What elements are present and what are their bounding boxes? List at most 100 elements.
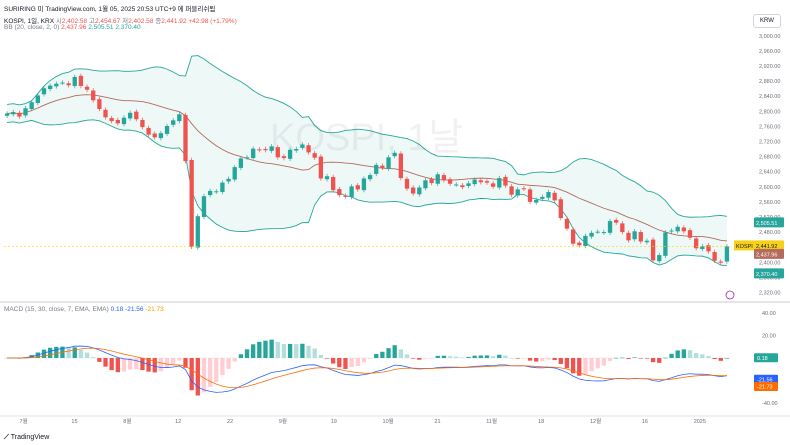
candle-body bbox=[515, 189, 520, 196]
macd-histogram-bar bbox=[466, 356, 471, 358]
macd-histogram-bar bbox=[620, 357, 625, 359]
currency-button[interactable]: KRW bbox=[753, 14, 781, 28]
candle-body bbox=[134, 111, 139, 120]
candle-body bbox=[687, 230, 693, 238]
candle-body bbox=[644, 240, 650, 243]
macd-histogram-bar bbox=[663, 357, 668, 359]
macd-histogram-bar bbox=[127, 358, 133, 370]
candle-body bbox=[140, 119, 145, 128]
macd-histogram-bar bbox=[164, 358, 170, 369]
macd-histogram-bar bbox=[84, 352, 90, 358]
macd-histogram-bar bbox=[324, 358, 330, 359]
macd-histogram-bar bbox=[607, 358, 613, 361]
bb-legend: BB (20, close, 2, 0) 2,437.96 2,505.51 2… bbox=[4, 24, 141, 31]
candle-body bbox=[207, 190, 213, 196]
macd-histogram-bar bbox=[497, 354, 502, 358]
candle-body bbox=[558, 199, 563, 219]
candle-body bbox=[700, 246, 705, 250]
alert-icon bbox=[725, 290, 735, 300]
macd-histogram-bar bbox=[201, 358, 207, 393]
candle-body bbox=[435, 174, 440, 184]
macd-histogram-bar bbox=[614, 357, 619, 359]
macd-histogram-bar bbox=[632, 357, 637, 359]
macd-tag-bg bbox=[754, 374, 778, 384]
candle-body bbox=[441, 175, 447, 181]
macd-histogram-bar bbox=[275, 341, 280, 358]
macd-histogram-bar bbox=[564, 358, 570, 369]
candle-body bbox=[238, 158, 244, 168]
macd-histogram-bar bbox=[718, 358, 723, 361]
macd-histogram-bar bbox=[54, 346, 59, 358]
symbol-tag: KOSPI bbox=[736, 244, 753, 250]
price-tick-label: 2,680.00 bbox=[759, 155, 780, 161]
candle-body bbox=[4, 113, 10, 116]
candle-body bbox=[300, 144, 305, 148]
candle-body bbox=[454, 184, 459, 186]
macd-histogram-bar bbox=[269, 339, 274, 358]
candle-body bbox=[657, 255, 662, 262]
price-tick-label: 2,640.00 bbox=[759, 170, 780, 176]
candle-body bbox=[521, 188, 527, 190]
macd-histogram-bar bbox=[318, 355, 324, 358]
macd-histogram-bar bbox=[460, 357, 465, 359]
candle-body bbox=[195, 216, 200, 248]
candle-body bbox=[497, 178, 502, 188]
macd-histogram-bar bbox=[121, 358, 127, 372]
candle-body bbox=[60, 82, 65, 84]
bb-band-fill bbox=[7, 55, 727, 266]
macd-tick-label: 20.00 bbox=[762, 334, 776, 340]
macd-histogram-bar bbox=[558, 358, 563, 364]
candle-body bbox=[269, 146, 274, 151]
price-tag: 2,505.51 bbox=[756, 221, 777, 227]
macd-histogram-bar bbox=[724, 357, 730, 359]
candle-body bbox=[337, 189, 342, 196]
candle-body bbox=[478, 180, 483, 183]
candle-body bbox=[158, 133, 164, 139]
candle-body bbox=[324, 176, 330, 180]
macd-histogram-bar bbox=[72, 347, 77, 358]
time-axis-label: 16 bbox=[642, 419, 648, 425]
price-tick-label: 2,560.00 bbox=[759, 200, 780, 206]
candle-body bbox=[127, 112, 133, 119]
macd-histogram-bar bbox=[331, 358, 336, 364]
candle-body bbox=[66, 83, 71, 86]
candle-body bbox=[115, 119, 120, 124]
candle-body bbox=[386, 157, 391, 169]
macd-histogram-bar bbox=[570, 358, 576, 374]
macd-histogram-bar bbox=[158, 358, 164, 372]
publish-info: SURIRING 미 TradingView.com, 1월 05, 2025 … bbox=[4, 6, 216, 13]
macd-histogram-bar bbox=[540, 358, 545, 362]
macd-tag-bg bbox=[754, 381, 778, 391]
candle-body bbox=[675, 226, 680, 232]
macd-tag: 0.18 bbox=[757, 356, 768, 362]
price-tag-bg bbox=[754, 268, 784, 279]
price-tag: 2,437.96 bbox=[756, 252, 777, 258]
macd-histogram-bar bbox=[115, 358, 120, 373]
macd-histogram-bar bbox=[367, 358, 373, 359]
candle-body bbox=[361, 178, 367, 191]
time-axis-label: 7월 bbox=[20, 417, 28, 425]
macd-histogram-bar bbox=[386, 348, 391, 358]
macd-histogram-bar bbox=[577, 358, 582, 376]
macd-histogram-bar bbox=[380, 351, 385, 358]
macd-histogram-bar bbox=[454, 356, 459, 358]
price-tick-label: 2,400.00 bbox=[759, 260, 780, 266]
candle-body bbox=[724, 246, 730, 262]
candle-body bbox=[152, 133, 157, 138]
candle-body bbox=[398, 153, 403, 179]
macd-histogram-bar bbox=[503, 355, 508, 358]
macd-histogram-bar bbox=[244, 349, 250, 358]
watermark: KOSPI, 1날 bbox=[270, 117, 463, 159]
price-tick-label: 2,840.00 bbox=[759, 94, 780, 100]
time-axis-label: 12월 bbox=[590, 417, 601, 425]
tradingview-logo: ⟋ TradingView bbox=[4, 434, 50, 441]
macd-histogram-bar bbox=[91, 357, 96, 358]
macd-histogram-bar bbox=[294, 344, 299, 358]
candle-body bbox=[694, 238, 699, 249]
candle-body bbox=[404, 178, 410, 189]
candle-body bbox=[570, 229, 576, 244]
macd-histogram-bar bbox=[546, 358, 551, 360]
macd-histogram-bar bbox=[694, 353, 699, 358]
time-axis-label: 18 bbox=[538, 419, 544, 425]
